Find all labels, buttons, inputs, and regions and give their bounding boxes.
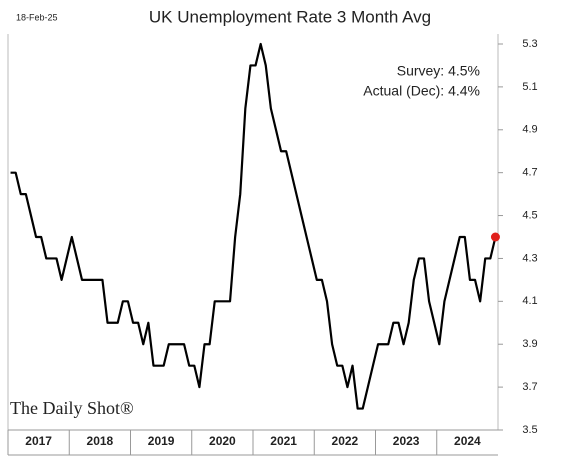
date: 18-Feb-25	[16, 12, 58, 22]
annotation: Actual (Dec): 4.4%	[363, 83, 480, 99]
x-tick-label: 2023	[393, 434, 420, 448]
y-tick-label: 5.1	[522, 81, 537, 93]
chart-title: UK Unemployment Rate 3 Month Avg	[149, 7, 431, 26]
y-tick-label: 4.5	[522, 209, 537, 221]
line	[10, 42, 497, 410]
source-logo: The Daily Shot®	[10, 398, 134, 418]
y-tick-label: 4.7	[522, 167, 537, 179]
last-point	[490, 232, 500, 242]
y-tick-label: 4.1	[522, 295, 537, 307]
x-tick-label: 2021	[270, 434, 297, 448]
y-tick-label: 3.5	[522, 424, 537, 436]
x-tick-label: 2020	[209, 434, 236, 448]
x-tick-label: 2018	[87, 434, 114, 448]
x-tick-label: 2024	[454, 434, 481, 448]
y-tick-label: 5.3	[522, 38, 537, 50]
y-tick-label: 3.7	[522, 381, 537, 393]
x-tick-label: 2022	[332, 434, 359, 448]
x-tick-label: 2019	[148, 434, 175, 448]
x-tick-label: 2017	[25, 434, 52, 448]
y-tick-label: 4.3	[522, 252, 537, 264]
annotation: Survey: 4.5%	[397, 63, 480, 79]
y-tick-label: 3.9	[522, 338, 537, 350]
y-tick-label: 4.9	[522, 124, 537, 136]
